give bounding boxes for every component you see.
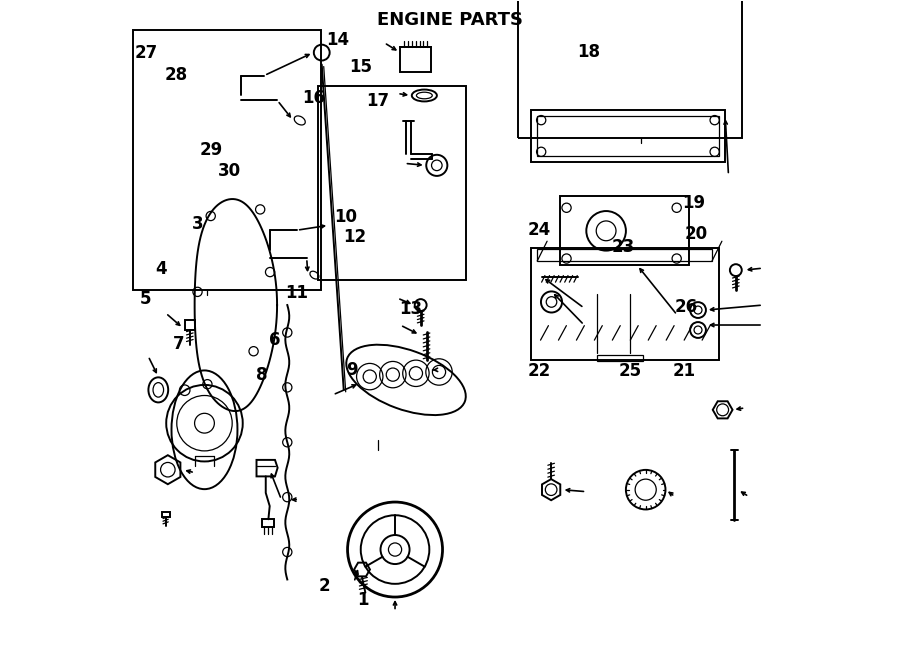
- Text: ENGINE PARTS: ENGINE PARTS: [377, 11, 523, 30]
- Text: 18: 18: [577, 43, 600, 61]
- Text: 27: 27: [135, 44, 158, 62]
- Text: 21: 21: [672, 362, 696, 380]
- Text: 1: 1: [357, 591, 369, 609]
- Text: 28: 28: [165, 66, 188, 84]
- Bar: [518, 0, 742, 138]
- Bar: [597, 355, 643, 362]
- Text: 20: 20: [685, 225, 707, 243]
- Text: 22: 22: [527, 362, 551, 380]
- Text: 15: 15: [349, 58, 373, 75]
- Text: 17: 17: [366, 92, 389, 110]
- Text: 6: 6: [269, 331, 281, 350]
- Text: 14: 14: [327, 31, 349, 50]
- Bar: [162, 512, 169, 518]
- Bar: [318, 85, 466, 280]
- Text: 26: 26: [675, 298, 698, 317]
- Text: 25: 25: [618, 362, 642, 380]
- Text: 2: 2: [319, 578, 329, 596]
- Bar: [531, 110, 725, 163]
- Bar: [537, 249, 712, 261]
- Bar: [531, 248, 718, 360]
- Text: 30: 30: [218, 162, 240, 180]
- Text: 3: 3: [193, 215, 203, 233]
- Bar: [400, 47, 431, 72]
- Bar: [133, 30, 321, 290]
- Bar: [560, 196, 688, 265]
- Text: 23: 23: [611, 238, 634, 256]
- Text: 13: 13: [399, 300, 422, 319]
- Bar: [262, 520, 274, 527]
- Text: 7: 7: [173, 334, 184, 353]
- Text: 9: 9: [346, 361, 358, 379]
- Text: 8: 8: [256, 366, 268, 384]
- Text: 16: 16: [302, 89, 325, 107]
- Text: 29: 29: [200, 141, 223, 159]
- Text: 19: 19: [682, 194, 706, 212]
- Text: 10: 10: [334, 208, 357, 226]
- Text: 11: 11: [285, 284, 309, 302]
- Text: 5: 5: [140, 290, 151, 308]
- Text: 4: 4: [156, 260, 166, 278]
- Bar: [537, 116, 718, 156]
- Text: 12: 12: [343, 228, 366, 246]
- Bar: [184, 320, 195, 330]
- Text: 24: 24: [527, 221, 551, 239]
